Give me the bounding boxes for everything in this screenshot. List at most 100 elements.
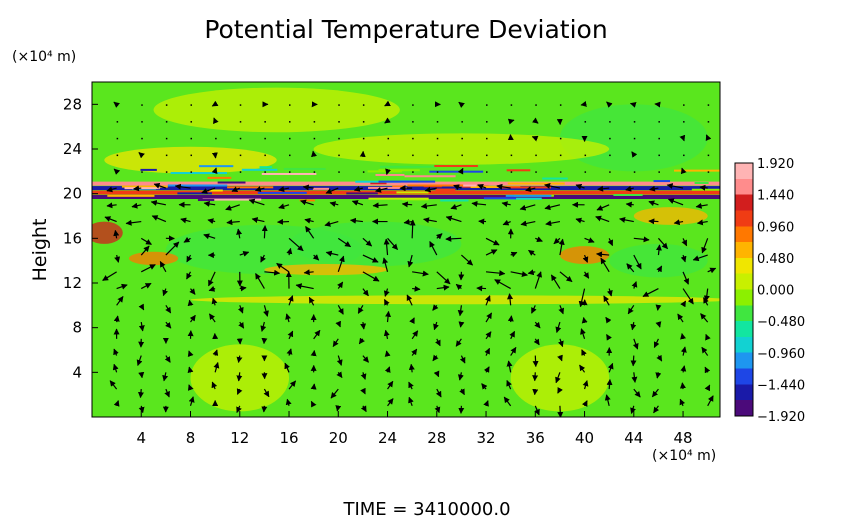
vector-arrow bbox=[503, 396, 512, 407]
vector-dot bbox=[239, 171, 242, 173]
vector-arrow bbox=[648, 200, 659, 207]
vector-dot bbox=[683, 104, 685, 106]
vector-arrow bbox=[187, 299, 194, 307]
vector-dot bbox=[165, 154, 168, 157]
vector-arrow bbox=[237, 305, 244, 314]
vector-arrow bbox=[285, 398, 292, 406]
colorbar bbox=[734, 162, 754, 417]
band-streak bbox=[368, 186, 407, 189]
band-streak bbox=[199, 165, 234, 168]
vector-arrow bbox=[557, 386, 563, 394]
vector-arrow bbox=[682, 271, 690, 285]
vector-arrow bbox=[337, 255, 345, 273]
vector-arrow bbox=[159, 260, 167, 273]
vector-arrow bbox=[113, 315, 120, 323]
vector-dot bbox=[609, 121, 611, 123]
vector-arrow bbox=[387, 380, 394, 390]
x-tick-label: 48 bbox=[674, 429, 693, 447]
vector-arrow bbox=[477, 184, 487, 190]
vector-arrow bbox=[527, 269, 536, 276]
vector-arrow bbox=[384, 366, 391, 373]
band-streak bbox=[257, 191, 307, 194]
vector-dot bbox=[264, 121, 266, 123]
vector-dot bbox=[436, 154, 439, 157]
vector-dot bbox=[535, 171, 537, 173]
vector-arrow bbox=[631, 151, 638, 158]
vector-arrow bbox=[655, 372, 662, 379]
vector-arrow bbox=[507, 293, 514, 306]
vector-arrow bbox=[533, 338, 540, 346]
vector-arrow bbox=[510, 271, 528, 278]
vector-arrow bbox=[408, 363, 415, 373]
vector-arrow bbox=[433, 321, 439, 331]
y-tick-label: 20 bbox=[63, 185, 82, 203]
field-patch bbox=[510, 344, 610, 412]
vector-arrow bbox=[579, 364, 586, 373]
vector-arrow bbox=[406, 294, 413, 306]
band-streak bbox=[283, 167, 326, 170]
vector-arrow bbox=[382, 257, 389, 272]
vector-arrow bbox=[679, 134, 686, 142]
vector-arrow bbox=[408, 381, 414, 390]
vector-arrow bbox=[544, 204, 561, 211]
vector-arrow bbox=[626, 263, 635, 273]
vector-dot bbox=[559, 104, 562, 106]
vector-dot bbox=[609, 137, 611, 140]
vector-arrow bbox=[180, 217, 191, 224]
vector-dot bbox=[362, 137, 365, 140]
band-streak bbox=[124, 187, 160, 190]
vector-dot bbox=[609, 154, 611, 157]
vector-arrow bbox=[667, 198, 684, 206]
vector-arrow bbox=[287, 295, 294, 306]
vector-arrow bbox=[680, 346, 687, 356]
band-streak bbox=[613, 193, 643, 196]
vector-arrow bbox=[304, 217, 314, 224]
vector-dot bbox=[436, 171, 439, 173]
vector-arrow bbox=[337, 305, 344, 315]
vector-arrow bbox=[494, 279, 511, 290]
band-streak bbox=[459, 184, 477, 187]
vector-arrow bbox=[606, 378, 613, 390]
field-patch bbox=[92, 221, 123, 244]
vector-arrow bbox=[409, 317, 415, 325]
vector-arrow bbox=[485, 331, 492, 340]
vector-arrow bbox=[653, 405, 660, 414]
vector-arrow bbox=[187, 350, 194, 358]
band-streak bbox=[107, 194, 155, 197]
vector-arrow bbox=[559, 271, 573, 283]
vector-dot bbox=[239, 137, 242, 140]
vector-dot bbox=[633, 171, 636, 173]
vector-arrow bbox=[362, 355, 369, 363]
y-tick-label: 4 bbox=[72, 363, 82, 381]
vector-arrow bbox=[303, 269, 314, 276]
vector-arrow bbox=[261, 225, 268, 239]
x-tick-label: 44 bbox=[624, 429, 643, 447]
vector-arrow bbox=[703, 288, 710, 302]
vector-arrow bbox=[362, 288, 369, 297]
vector-arrow bbox=[534, 405, 540, 416]
vector-dot bbox=[412, 154, 414, 157]
vector-dot bbox=[658, 121, 660, 123]
vector-arrow bbox=[436, 284, 450, 291]
vector-dot bbox=[658, 171, 660, 173]
y-tick-label: 24 bbox=[63, 140, 82, 158]
vector-dot bbox=[584, 171, 587, 173]
time-label: TIME = 3410000.0 bbox=[342, 499, 510, 519]
band-streak bbox=[261, 172, 317, 175]
band-streak bbox=[346, 192, 378, 195]
vector-dot bbox=[683, 154, 685, 157]
vector-arrow bbox=[138, 152, 145, 159]
vector-dot bbox=[535, 104, 537, 106]
vector-arrow bbox=[287, 330, 294, 340]
chart-title: Potential Temperature Deviation bbox=[204, 15, 607, 44]
vector-arrow bbox=[351, 200, 364, 206]
vector-arrow bbox=[358, 337, 365, 345]
vector-dot bbox=[584, 121, 587, 123]
vector-arrow bbox=[457, 167, 464, 175]
vector-arrow bbox=[165, 241, 180, 256]
vector-arrow bbox=[507, 315, 514, 323]
vector-arrow bbox=[607, 362, 614, 373]
vector-arrow bbox=[375, 186, 388, 193]
x-tick-label: 8 bbox=[186, 429, 196, 447]
